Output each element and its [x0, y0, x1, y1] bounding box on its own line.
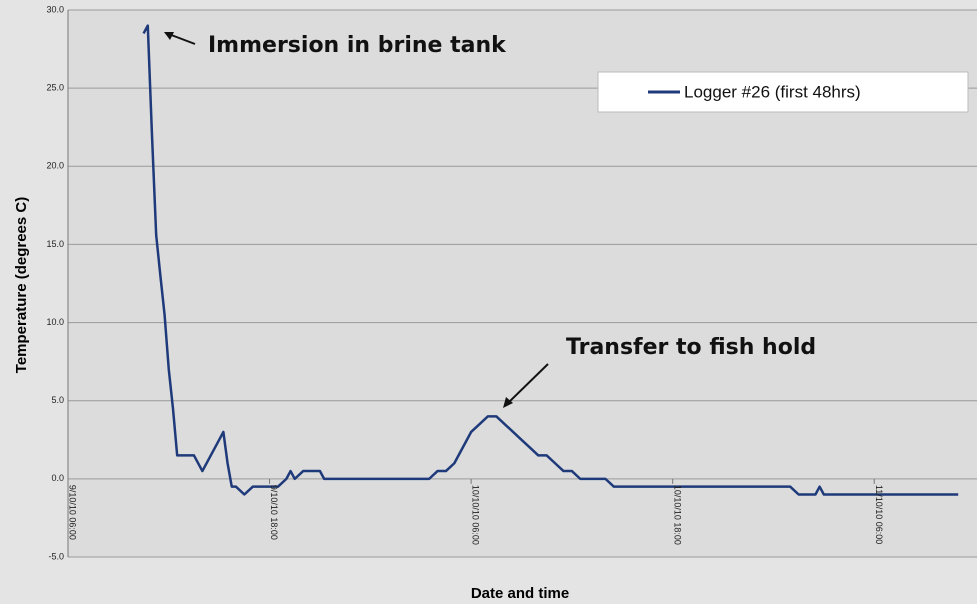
x-tick-label: 9/10/10 18:00	[269, 485, 279, 540]
data-line	[142, 24, 959, 496]
legend	[597, 71, 969, 113]
annotation: Immersion in brine tank	[208, 33, 507, 58]
y-tick-label: 25.0	[46, 83, 64, 93]
x-tick-label: 10/10/10 18:00	[672, 485, 682, 545]
annotation-arrow	[506, 363, 549, 405]
y-tick-label: 20.0	[46, 161, 64, 171]
x-tick-label: 11/10/10 06:00	[874, 485, 884, 544]
y-tick-label: 5.0	[51, 395, 64, 405]
annotation-arrowhead	[164, 32, 174, 40]
x-tick-label: 10/10/10 06:00	[471, 485, 481, 545]
y-tick-label: 10.0	[46, 317, 64, 327]
annotation-arrowhead	[503, 397, 513, 408]
x-tick-label: 9/10/10 06:00	[68, 485, 78, 540]
x-axis-title: Date and time	[471, 585, 569, 602]
y-axis-title: Temperature (degrees C)	[13, 197, 30, 373]
y-tick-label: -5.0	[48, 551, 64, 561]
y-tick-label: 0.0	[51, 473, 64, 483]
y-tick-label: 15.0	[46, 239, 64, 249]
annotation: Transfer to fish hold	[566, 335, 816, 360]
legend-label: Logger #26 (first 48hrs)	[684, 82, 861, 101]
y-tick-label: 30.0	[46, 4, 64, 14]
